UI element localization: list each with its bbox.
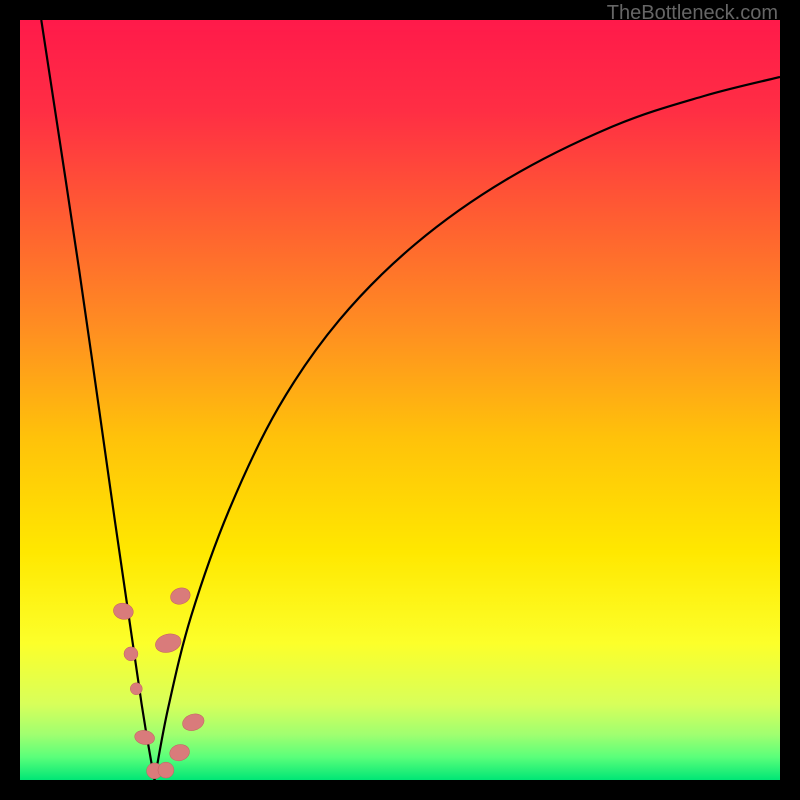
data-marker xyxy=(153,631,183,655)
watermark-text: TheBottleneck.com xyxy=(607,2,778,25)
data-marker xyxy=(180,711,206,733)
bottleneck-chart xyxy=(20,20,780,780)
data-marker xyxy=(130,683,142,695)
curve-right-branch xyxy=(155,77,780,780)
data-marker xyxy=(124,647,138,661)
data-marker xyxy=(168,742,191,763)
curve-left-branch xyxy=(41,20,154,780)
data-marker xyxy=(168,585,192,606)
curve-layer xyxy=(20,20,780,780)
data-marker xyxy=(158,762,174,778)
data-marker xyxy=(112,601,135,621)
data-marker xyxy=(134,729,156,746)
